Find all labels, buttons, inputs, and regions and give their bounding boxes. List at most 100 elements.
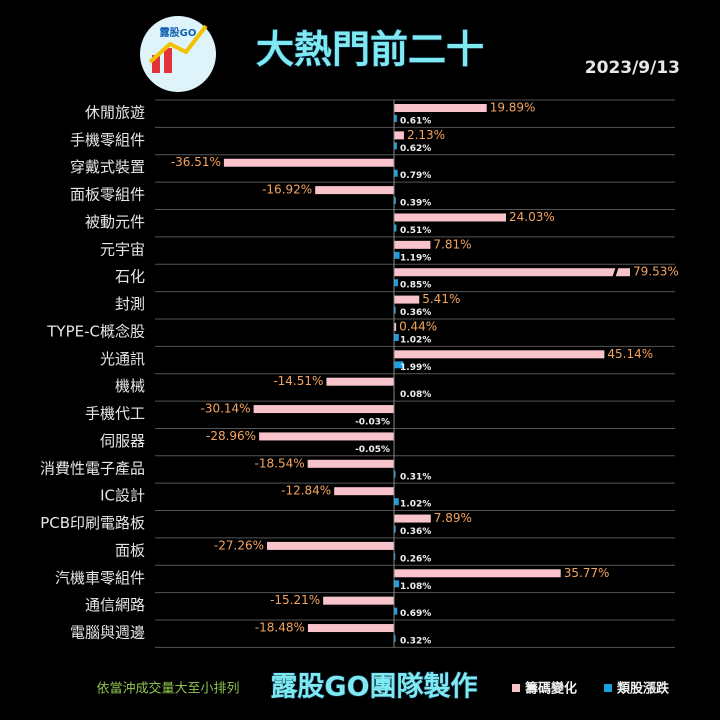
bar (394, 333, 399, 341)
bar (267, 541, 395, 550)
value-label: -15.21% (270, 593, 320, 607)
value-label: 24.03% (509, 210, 555, 224)
value-label: 79.53% (633, 265, 679, 279)
bar (334, 487, 395, 496)
value-label: -18.54% (255, 456, 305, 470)
axis-break (612, 266, 619, 279)
value-label: -0.05% (355, 445, 390, 455)
value-label: 1.99% (400, 363, 431, 373)
date: 2023/9/13 (585, 58, 680, 78)
bar (223, 158, 395, 167)
value-label: 7.89% (434, 511, 472, 525)
value-label: 0.32% (400, 637, 431, 647)
bar (394, 279, 398, 287)
bar (394, 552, 396, 560)
legend-swatch (604, 684, 612, 692)
value-label: -0.03% (355, 418, 390, 428)
bars (223, 104, 630, 643)
category-label: 通信網路 (85, 596, 145, 614)
value-label: 0.69% (400, 609, 431, 619)
value-label: -27.26% (214, 538, 264, 552)
bar (394, 350, 605, 359)
value-label: -28.96% (206, 429, 256, 443)
legend-label: 類股漲跌 (616, 681, 670, 697)
value-label: 0.36% (400, 527, 431, 537)
value-label: 0.85% (400, 281, 431, 291)
bar (326, 377, 395, 386)
value-label: 35.77% (564, 566, 610, 580)
value-label: -16.92% (262, 183, 312, 197)
value-label: 0.31% (400, 472, 431, 482)
value-label: -30.14% (201, 402, 251, 416)
bar (253, 405, 395, 414)
value-label: 1.02% (400, 500, 431, 510)
bar (394, 470, 396, 478)
category-label: 伺服器 (100, 432, 145, 450)
category-label: 面板 (115, 541, 145, 559)
logo-icon (164, 48, 172, 73)
category-label: PCB印刷電路板 (40, 514, 145, 532)
value-label: 0.44% (399, 319, 437, 333)
category-label: 消費性電子產品 (40, 459, 145, 477)
category-label: 手機代工 (85, 405, 145, 423)
bar (259, 432, 395, 441)
bar (394, 115, 397, 122)
logo: 露股GO (140, 16, 216, 92)
category-label: 石化 (115, 268, 145, 286)
logo-text: 露股GO (160, 26, 197, 39)
value-label: -12.84% (281, 484, 331, 498)
value-label: 0.36% (400, 308, 431, 318)
chart-title: 大熱門前二十 (256, 28, 484, 72)
category-label: IC設計 (100, 487, 145, 505)
bar (394, 240, 431, 249)
bar (394, 306, 396, 314)
value-label: 1.19% (400, 253, 431, 263)
bar (394, 569, 561, 578)
logo-icon (152, 55, 160, 73)
bar (394, 169, 398, 177)
value-label: 7.81% (433, 237, 471, 251)
value-label: 1.08% (400, 582, 431, 592)
category-label: 電腦與週邊 (70, 624, 145, 642)
value-label: 0.61% (400, 117, 431, 127)
value-label: 0.08% (400, 390, 431, 400)
value-label: 0.79% (400, 171, 431, 181)
value-label: -36.51% (171, 155, 221, 169)
category-label: 機械 (115, 377, 145, 395)
bar (394, 361, 404, 369)
category-label: 光通訊 (100, 350, 145, 368)
bar (394, 525, 396, 533)
value-label: 45.14% (607, 347, 653, 361)
value-label: -18.48% (255, 621, 305, 635)
bar (394, 197, 396, 205)
footer: 露股GO團隊製作 (270, 672, 477, 703)
logo-icon (148, 24, 208, 64)
value-label: -14.51% (273, 374, 323, 388)
bar (315, 186, 395, 195)
bar (323, 596, 395, 605)
category-label: 面板零組件 (70, 186, 145, 204)
category-label: 休閒旅遊 (85, 104, 145, 122)
value-label: 0.62% (400, 144, 431, 154)
bar (307, 459, 395, 468)
bar (394, 498, 399, 506)
bar (307, 624, 395, 633)
legend-label: 籌碼變化 (525, 681, 577, 697)
value-label: 0.26% (400, 554, 431, 564)
bar (394, 322, 397, 331)
value-label: 1.02% (400, 335, 431, 345)
bar (394, 268, 630, 277)
value-label: 0.51% (400, 226, 431, 236)
category-label: 元宇宙 (100, 240, 145, 258)
bar (394, 142, 397, 150)
value-label: 0.39% (400, 199, 431, 209)
bar (394, 131, 404, 140)
note: 依當沖成交量大至小排列 (96, 681, 239, 697)
bar (394, 295, 420, 304)
bar (394, 607, 398, 615)
bar (394, 224, 397, 232)
value-label: 5.41% (422, 292, 460, 306)
bar (394, 580, 400, 588)
category-label: 手機零組件 (70, 131, 145, 149)
category-label: TYPE-C概念股 (46, 322, 145, 340)
